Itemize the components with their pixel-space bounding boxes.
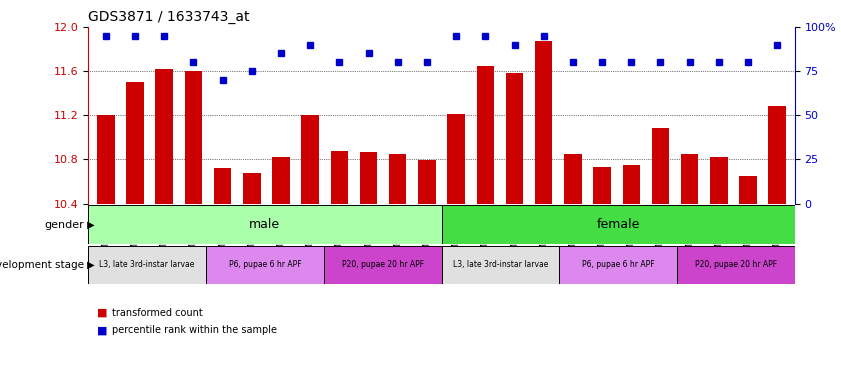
Bar <box>769 106 786 204</box>
Bar <box>185 71 202 204</box>
Bar <box>324 246 442 284</box>
Text: transformed count: transformed count <box>112 308 203 318</box>
Text: gender: gender <box>45 220 84 230</box>
Text: ▶: ▶ <box>84 260 95 270</box>
Text: male: male <box>249 218 281 231</box>
Bar <box>126 82 144 204</box>
Bar <box>243 173 261 204</box>
Bar <box>559 246 677 284</box>
Bar <box>535 41 553 204</box>
Text: P6, pupae 6 hr APF: P6, pupae 6 hr APF <box>229 260 301 270</box>
Text: P20, pupae 20 hr APF: P20, pupae 20 hr APF <box>695 260 777 270</box>
Bar <box>739 176 757 204</box>
Bar <box>564 154 582 204</box>
Bar <box>505 73 523 204</box>
Bar <box>652 128 669 204</box>
Bar <box>442 205 795 244</box>
Bar <box>681 154 698 204</box>
Bar <box>206 246 324 284</box>
Bar <box>360 152 378 204</box>
Bar <box>418 161 436 204</box>
Bar <box>447 114 465 204</box>
Text: L3, late 3rd-instar larvae: L3, late 3rd-instar larvae <box>99 260 195 270</box>
Bar <box>88 246 206 284</box>
Bar <box>214 168 231 204</box>
Bar <box>622 165 640 204</box>
Bar <box>710 157 727 204</box>
Bar <box>593 167 611 204</box>
Bar <box>442 246 559 284</box>
Text: female: female <box>596 218 640 231</box>
Text: L3, late 3rd-instar larvae: L3, late 3rd-instar larvae <box>452 260 548 270</box>
Bar <box>97 115 114 204</box>
Text: P20, pupae 20 hr APF: P20, pupae 20 hr APF <box>341 260 424 270</box>
Bar <box>477 66 494 204</box>
Text: ■: ■ <box>97 325 107 335</box>
Text: ▶: ▶ <box>84 220 95 230</box>
Bar <box>272 157 290 204</box>
Text: ■: ■ <box>97 308 107 318</box>
Bar <box>88 205 442 244</box>
Bar <box>331 151 348 204</box>
Text: GDS3871 / 1633743_at: GDS3871 / 1633743_at <box>88 10 250 25</box>
Bar <box>677 246 795 284</box>
Bar <box>156 69 173 204</box>
Text: development stage: development stage <box>0 260 84 270</box>
Bar <box>301 115 319 204</box>
Text: P6, pupae 6 hr APF: P6, pupae 6 hr APF <box>582 260 654 270</box>
Bar <box>389 154 406 204</box>
Text: percentile rank within the sample: percentile rank within the sample <box>112 325 277 335</box>
